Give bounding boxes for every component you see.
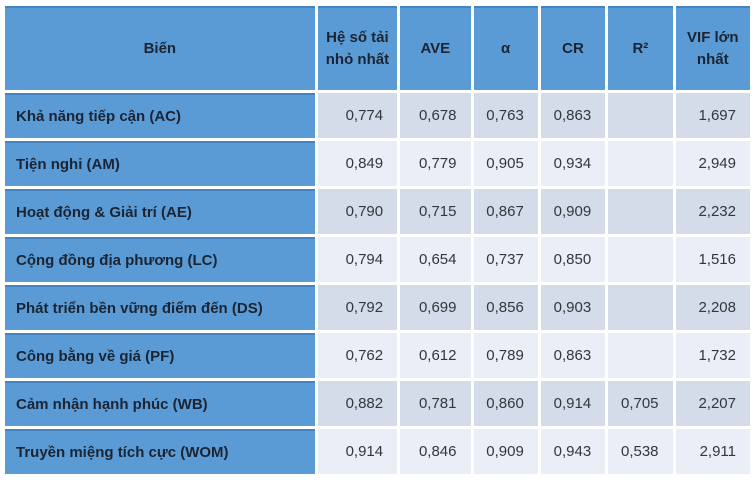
cell-alpha: 0,737 bbox=[473, 237, 538, 282]
row-variable: Cảm nhận hạnh phúc (WB) bbox=[5, 381, 315, 426]
cell-max-vif: 2,911 bbox=[675, 429, 750, 474]
cell-min-loading: 0,794 bbox=[317, 237, 398, 282]
col-header-min-loading: Hệ số tải nhỏ nhất bbox=[317, 6, 398, 90]
table-row: Khả năng tiếp cận (AC) 0,774 0,678 0,763… bbox=[5, 93, 750, 138]
cell-max-vif: 1,516 bbox=[675, 237, 750, 282]
cell-r2 bbox=[608, 237, 673, 282]
cell-cr: 0,863 bbox=[540, 93, 606, 138]
cell-max-vif: 2,949 bbox=[675, 141, 750, 186]
table-row: Truyền miệng tích cực (WOM) 0,914 0,846 … bbox=[5, 429, 750, 474]
cell-alpha: 0,909 bbox=[473, 429, 538, 474]
cell-max-vif: 2,208 bbox=[675, 285, 750, 330]
cell-min-loading: 0,774 bbox=[317, 93, 398, 138]
cell-r2 bbox=[608, 285, 673, 330]
cell-min-loading: 0,849 bbox=[317, 141, 398, 186]
cell-max-vif: 2,232 bbox=[675, 189, 750, 234]
cell-alpha: 0,860 bbox=[473, 381, 538, 426]
table-row: Công bằng về giá (PF) 0,762 0,612 0,789 … bbox=[5, 333, 750, 378]
cell-cr: 0,934 bbox=[540, 141, 606, 186]
cell-ave: 0,715 bbox=[400, 189, 471, 234]
col-header-variable: Biến bbox=[5, 6, 315, 90]
table-row: Tiện nghi (AM) 0,849 0,779 0,905 0,934 2… bbox=[5, 141, 750, 186]
cell-alpha: 0,789 bbox=[473, 333, 538, 378]
table-row: Cảm nhận hạnh phúc (WB) 0,882 0,781 0,86… bbox=[5, 381, 750, 426]
cell-r2 bbox=[608, 93, 673, 138]
table-row: Cộng đồng địa phương (LC) 0,794 0,654 0,… bbox=[5, 237, 750, 282]
cell-alpha: 0,867 bbox=[473, 189, 538, 234]
cell-ave: 0,678 bbox=[400, 93, 471, 138]
cell-alpha: 0,905 bbox=[473, 141, 538, 186]
cell-min-loading: 0,762 bbox=[317, 333, 398, 378]
cell-ave: 0,779 bbox=[400, 141, 471, 186]
cell-r2: 0,538 bbox=[608, 429, 673, 474]
row-variable: Hoạt động & Giải trí (AE) bbox=[5, 189, 315, 234]
col-header-ave: AVE bbox=[400, 6, 471, 90]
cell-ave: 0,654 bbox=[400, 237, 471, 282]
cell-min-loading: 0,914 bbox=[317, 429, 398, 474]
cell-max-vif: 1,697 bbox=[675, 93, 750, 138]
table-row: Phát triển bền vững điểm đến (DS) 0,792 … bbox=[5, 285, 750, 330]
row-variable: Tiện nghi (AM) bbox=[5, 141, 315, 186]
cell-max-vif: 2,207 bbox=[675, 381, 750, 426]
cell-cr: 0,850 bbox=[540, 237, 606, 282]
row-variable: Khả năng tiếp cận (AC) bbox=[5, 93, 315, 138]
col-header-r2: R² bbox=[608, 6, 673, 90]
cell-cr: 0,943 bbox=[540, 429, 606, 474]
cell-r2 bbox=[608, 141, 673, 186]
cell-ave: 0,612 bbox=[400, 333, 471, 378]
row-variable: Phát triển bền vững điểm đến (DS) bbox=[5, 285, 315, 330]
row-variable: Truyền miệng tích cực (WOM) bbox=[5, 429, 315, 474]
cell-ave: 0,846 bbox=[400, 429, 471, 474]
table-row: Hoạt động & Giải trí (AE) 0,790 0,715 0,… bbox=[5, 189, 750, 234]
cell-min-loading: 0,790 bbox=[317, 189, 398, 234]
col-header-max-vif: VIF lớn nhất bbox=[675, 6, 750, 90]
row-variable: Công bằng về giá (PF) bbox=[5, 333, 315, 378]
col-header-alpha: α bbox=[473, 6, 538, 90]
row-variable: Cộng đồng địa phương (LC) bbox=[5, 237, 315, 282]
cell-alpha: 0,763 bbox=[473, 93, 538, 138]
cell-ave: 0,699 bbox=[400, 285, 471, 330]
cell-r2 bbox=[608, 189, 673, 234]
header-row: Biến Hệ số tải nhỏ nhất AVE α CR R² VIF … bbox=[5, 6, 750, 90]
cell-min-loading: 0,882 bbox=[317, 381, 398, 426]
cell-cr: 0,863 bbox=[540, 333, 606, 378]
cell-ave: 0,781 bbox=[400, 381, 471, 426]
cell-cr: 0,903 bbox=[540, 285, 606, 330]
cell-r2: 0,705 bbox=[608, 381, 673, 426]
cell-r2 bbox=[608, 333, 673, 378]
col-header-cr: CR bbox=[540, 6, 606, 90]
cell-min-loading: 0,792 bbox=[317, 285, 398, 330]
cell-cr: 0,914 bbox=[540, 381, 606, 426]
cell-max-vif: 1,732 bbox=[675, 333, 750, 378]
reliability-validity-table: Biến Hệ số tải nhỏ nhất AVE α CR R² VIF … bbox=[2, 3, 753, 477]
cell-alpha: 0,856 bbox=[473, 285, 538, 330]
cell-cr: 0,909 bbox=[540, 189, 606, 234]
